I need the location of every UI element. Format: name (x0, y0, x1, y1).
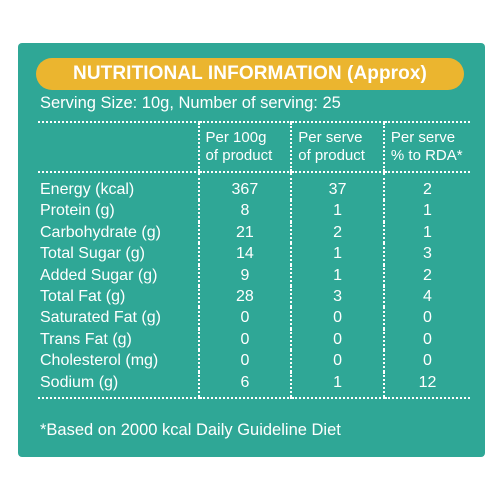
value-per-serve: 37 (290, 172, 384, 201)
table-row: Sodium (g) 6 1 12 (38, 371, 470, 400)
value-per-100g: 0 (197, 307, 292, 329)
value-per-100g: 6 (197, 371, 292, 400)
value-rda: 0 (382, 350, 470, 372)
value-per-100g: 0 (197, 350, 292, 372)
header-per-100g-line2: of product (205, 147, 273, 164)
header-rda-line2: % to RDA* (390, 147, 463, 164)
table-row: Energy (kcal) 367 37 2 (38, 172, 470, 201)
row-label: Cholesterol (mg) (40, 352, 159, 370)
header-per-serve-line1: Per serve (298, 129, 363, 146)
value-rda: 2 (382, 172, 470, 201)
value-per-serve: 0 (290, 350, 384, 372)
table-row: Cholesterol (mg) 0 0 0 (38, 350, 470, 372)
table-row: Trans Fat (g) 0 0 0 (38, 328, 470, 351)
row-label: Protein (g) (40, 202, 115, 220)
row-label: Total Sugar (g) (40, 245, 145, 263)
value-per-100g: 28 (197, 286, 292, 308)
row-label: Total Fat (g) (40, 288, 126, 306)
row-label: Added Sugar (g) (40, 266, 158, 284)
nutrition-panel: NUTRITIONAL INFORMATION (Approx) Serving… (18, 43, 485, 457)
row-label: Carbohydrate (g) (40, 223, 161, 241)
panel-title: NUTRITIONAL INFORMATION (Approx) (36, 58, 464, 90)
footnote: *Based on 2000 kcal Daily Guideline Diet (40, 421, 341, 439)
table-header-row: Per 100g of product Per serve of product… (38, 121, 470, 173)
table-row: Saturated Fat (g) 0 0 0 (38, 307, 470, 329)
value-rda: 4 (382, 286, 470, 308)
value-rda: 1 (382, 200, 470, 222)
header-per-100g-line1: Per 100g (205, 129, 267, 146)
row-label: Sodium (g) (38, 371, 199, 400)
value-rda: 0 (382, 307, 470, 329)
row-label: Saturated Fat (g) (40, 309, 161, 327)
value-per-serve: 1 (290, 264, 384, 287)
value-per-serve: 0 (290, 328, 384, 351)
header-per-serve: Per serve of product (290, 121, 384, 173)
value-per-100g: 8 (197, 200, 292, 222)
serving-info: Serving Size: 10g, Number of serving: 25 (40, 94, 341, 112)
value-per-100g: 367 (197, 172, 292, 201)
value-per-serve: 1 (290, 200, 384, 222)
value-rda: 1 (382, 221, 470, 244)
value-per-100g: 21 (197, 221, 292, 244)
value-per-serve: 2 (290, 221, 384, 244)
table-row: Carbohydrate (g) 21 2 1 (38, 221, 470, 244)
value-rda: 2 (382, 264, 470, 287)
value-rda: 0 (382, 328, 470, 351)
header-blank-cell (38, 121, 199, 173)
table-row: Protein (g) 8 1 1 (38, 200, 470, 222)
value-rda: 12 (382, 371, 470, 400)
header-per-serve-line2: of product (298, 147, 365, 164)
row-label: Energy (kcal) (40, 181, 135, 198)
table-row: Total Sugar (g) 14 1 3 (38, 243, 470, 265)
value-per-serve: 1 (290, 243, 384, 265)
value-per-100g: 14 (197, 243, 292, 265)
table-row: Total Fat (g) 28 3 4 (38, 286, 470, 308)
value-rda: 3 (382, 243, 470, 265)
table-row: Added Sugar (g) 9 1 2 (38, 264, 470, 287)
header-rda-line1: Per serve (390, 129, 456, 146)
row-label: Trans Fat (g) (40, 330, 132, 348)
value-per-100g: 9 (197, 264, 292, 287)
header-per-100g: Per 100g of product (197, 121, 292, 173)
nutrition-table: Per 100g of product Per serve of product… (38, 121, 470, 400)
value-per-serve: 1 (290, 371, 384, 400)
header-rda: Per serve % to RDA* (382, 121, 470, 173)
value-per-serve: 3 (290, 286, 384, 308)
value-per-100g: 0 (197, 328, 292, 351)
value-per-serve: 0 (290, 307, 384, 329)
